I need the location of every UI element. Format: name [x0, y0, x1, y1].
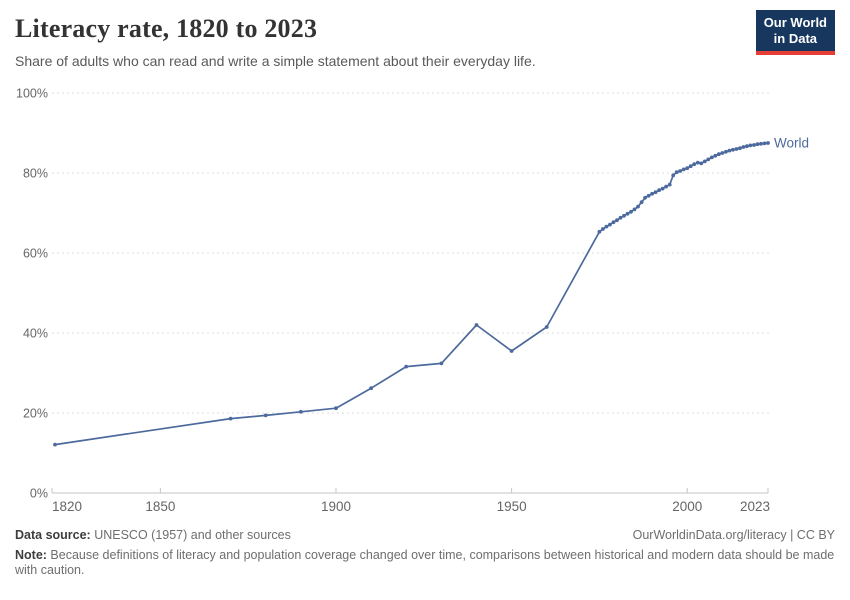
data-source-value: UNESCO (1957) and other sources — [90, 528, 291, 542]
x-axis-label-1820: 1820 — [52, 499, 82, 514]
x-axis-label-2000: 2000 — [672, 499, 702, 514]
x-axis-label-2023: 2023 — [740, 499, 770, 514]
line-chart-canvas: 0% 20% 40% 60% 80% 100% 1820 1850 1900 1950 2000 20… — [16, 87, 809, 515]
y-axis-label-20: 20% — [23, 407, 48, 421]
license-link[interactable]: OurWorldinData.org/literacy | CC BY — [632, 528, 835, 542]
footnote: Note: Because definitions of literacy an… — [15, 548, 835, 578]
y-axis-label-80: 80% — [23, 167, 48, 181]
footnote-label: Note: — [15, 548, 47, 562]
owid-logo[interactable]: Our World in Data — [755, 10, 835, 55]
footnote-text: Because definitions of literacy and popu… — [15, 548, 835, 577]
y-axis-label-40: 40% — [23, 327, 48, 341]
chart-footer: Data source: UNESCO (1957) and other sou… — [15, 528, 835, 578]
x-axis-label-1900: 1900 — [321, 499, 351, 514]
chart-subtitle: Share of adults who can read and write a… — [15, 53, 536, 69]
logo-text-line1: Our World — [763, 15, 827, 30]
title-block: Literacy rate, 1820 to 2023 Share of adu… — [15, 14, 536, 69]
logo-text-line2: in Data — [773, 30, 818, 46]
x-axis-label-1950: 1950 — [497, 499, 527, 514]
page-title: Literacy rate, 1820 to 2023 — [15, 14, 318, 43]
series-markers-world — [53, 141, 770, 447]
series-end-label-world: World — [774, 136, 809, 151]
data-source-label: Data source: — [15, 528, 91, 542]
y-axis-label-0: 0% — [30, 487, 48, 501]
y-axis-label-100: 100% — [16, 87, 48, 101]
data-source-text: Data source: UNESCO (1957) and other sou… — [15, 528, 291, 542]
x-axis-label-1850: 1850 — [145, 499, 175, 514]
y-axis-label-60: 60% — [23, 247, 48, 261]
